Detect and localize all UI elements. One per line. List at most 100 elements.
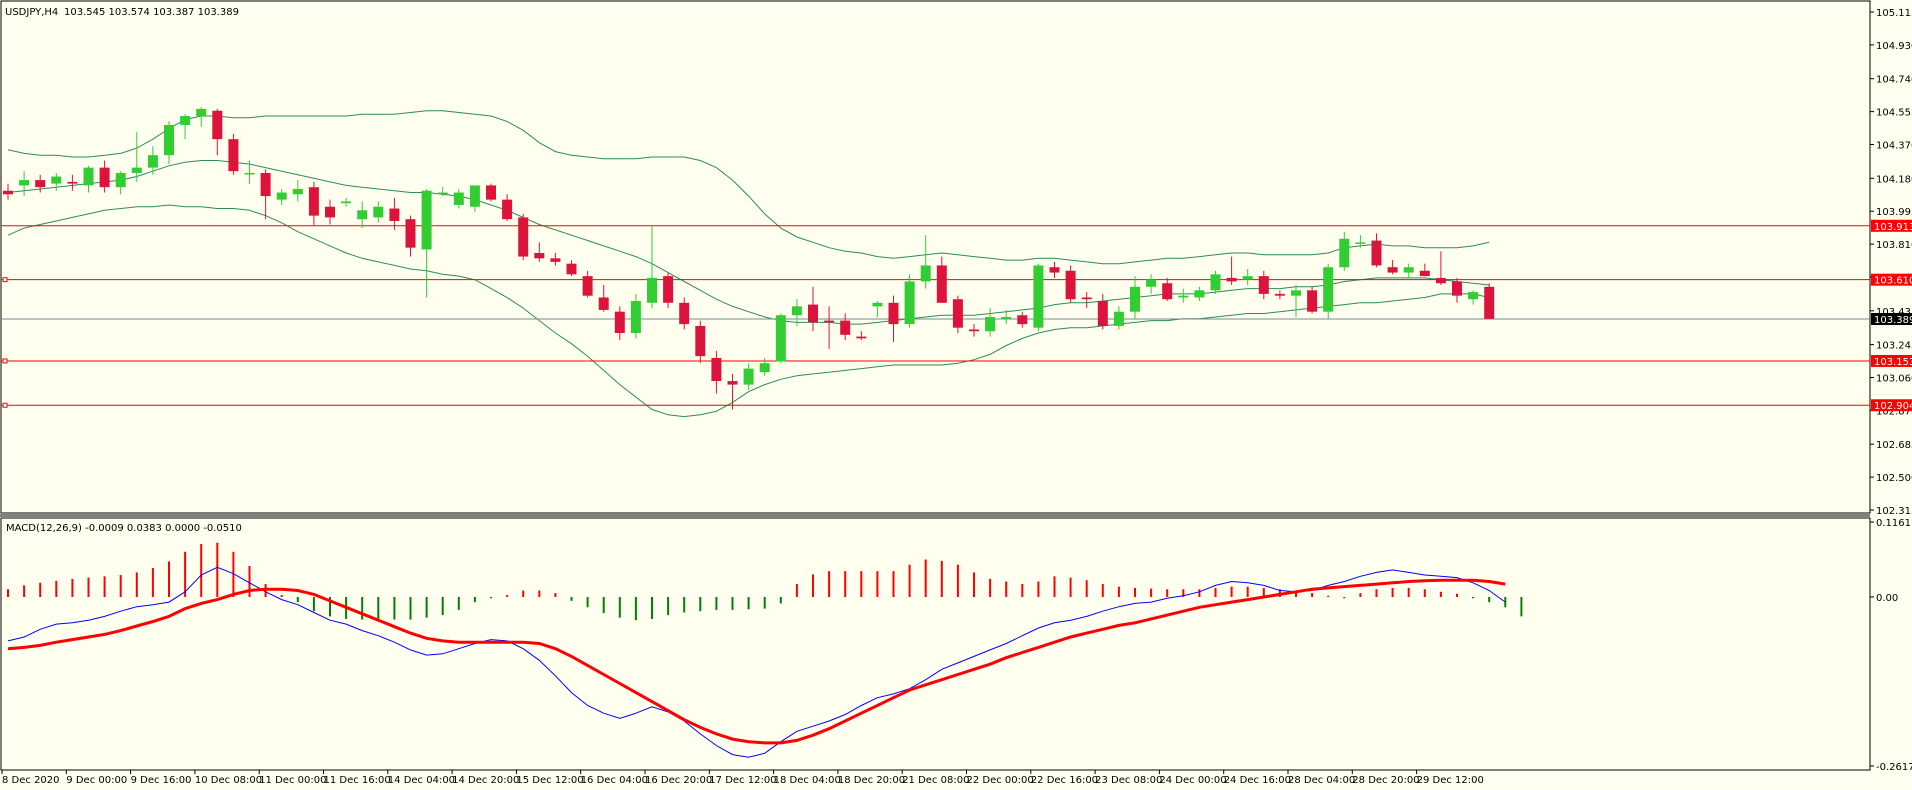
candle (1355, 235, 1366, 248)
candle-body (1339, 238, 1350, 268)
chart-header: USDJPY,H4 103.545 103.574 103.387 103.38… (5, 7, 239, 18)
main-chart-frame (0, 0, 1871, 514)
candle (550, 252, 561, 266)
candle (19, 171, 30, 197)
candle (115, 171, 126, 195)
candle (1419, 263, 1430, 277)
candle-body (131, 167, 142, 173)
time-tick-label: 24 Dec 16:00 (1224, 775, 1291, 786)
candle-body (952, 299, 963, 328)
candle-body (1033, 265, 1044, 328)
candle (1307, 286, 1318, 314)
ohlc-values: 103.545 103.574 103.387 103.389 (64, 7, 239, 18)
candle (180, 114, 191, 140)
candle-body (711, 357, 722, 382)
candle-body (389, 208, 400, 221)
candle (566, 260, 577, 277)
candle (759, 357, 770, 376)
candle (1291, 285, 1301, 318)
candle (276, 188, 287, 205)
candle-body (1468, 292, 1479, 300)
level-price-label: 102.904 (1874, 401, 1912, 412)
candle (808, 286, 818, 332)
candle-body (437, 192, 448, 195)
candle (147, 146, 158, 175)
candle-body (759, 363, 770, 373)
candle-body (292, 188, 303, 195)
candle-body (1178, 295, 1189, 298)
candle-body (115, 172, 126, 188)
candle-body (469, 185, 480, 207)
candle (99, 160, 110, 193)
candle (1387, 260, 1398, 275)
candle-body (936, 265, 947, 303)
price-tick-label: 104.930 (1876, 41, 1912, 52)
candle (325, 199, 335, 225)
candle-body (598, 297, 609, 310)
candle-body (1274, 293, 1285, 296)
candle (341, 197, 352, 207)
candle (969, 324, 979, 337)
candle (212, 108, 223, 156)
time-tick-label: 11 Dec 00:00 (259, 775, 326, 786)
level-price-tag (1871, 399, 1912, 412)
level-anchor-marker (2, 277, 8, 283)
candle (1049, 261, 1060, 278)
candle (1435, 251, 1446, 286)
candle-body (1146, 279, 1157, 287)
candle-body (276, 192, 287, 200)
candle-body (67, 181, 78, 184)
candle (1065, 265, 1076, 303)
candle-body (1162, 283, 1173, 300)
candle-body (904, 281, 915, 325)
candle-body (341, 201, 352, 204)
time-tick-label: 21 Dec 08:00 (902, 775, 969, 786)
candle-body (1194, 290, 1205, 298)
level-price-label: 103.153 (1874, 357, 1912, 368)
candle (1226, 256, 1237, 286)
candle (1452, 277, 1462, 303)
candle-body (1403, 267, 1414, 273)
candle (1130, 276, 1140, 319)
candle-body (550, 258, 561, 262)
candle-body (872, 302, 883, 307)
price-tick-label: 102.875 (1876, 406, 1912, 417)
candle-body (1355, 242, 1366, 244)
time-tick-label: 23 Dec 08:00 (1095, 775, 1162, 786)
candle-body (1371, 240, 1382, 266)
macd-panel-frame (0, 517, 1871, 771)
candle (373, 201, 384, 223)
candle-body (1001, 317, 1012, 319)
candle-body (196, 108, 207, 117)
macd-main-line (7, 566, 1506, 758)
candle (453, 188, 464, 209)
symbol-label: USDJPY,H4 (5, 7, 58, 18)
candle (502, 194, 513, 221)
candle-body (534, 252, 545, 259)
candle-body (614, 311, 625, 334)
candle (1033, 263, 1044, 332)
candle-body (1387, 267, 1398, 273)
candle-body (19, 180, 30, 186)
candle (67, 174, 78, 191)
time-tick-label: 28 Dec 20:00 (1352, 775, 1419, 786)
candle (244, 160, 255, 184)
candle (775, 313, 786, 364)
macd-tick-label: 0.00 (1876, 593, 1898, 604)
level-price-label: 103.610 (1874, 276, 1912, 287)
candle (904, 274, 915, 328)
candle-body (1258, 276, 1269, 294)
candle (1146, 274, 1157, 294)
bollinger-upper-line (7, 110, 1490, 265)
candle (1017, 311, 1028, 328)
candle (952, 295, 963, 334)
time-tick-label: 17 Dec 12:00 (709, 775, 776, 786)
candle (437, 187, 448, 197)
level-price-tag (1871, 273, 1912, 286)
macd-header-label: MACD(12,26,9) -0.0009 0.0383 0.0000 -0.0… (6, 523, 242, 534)
candle-body (856, 336, 867, 339)
candle (164, 121, 174, 165)
candle (679, 297, 690, 330)
candle-body (630, 301, 641, 334)
